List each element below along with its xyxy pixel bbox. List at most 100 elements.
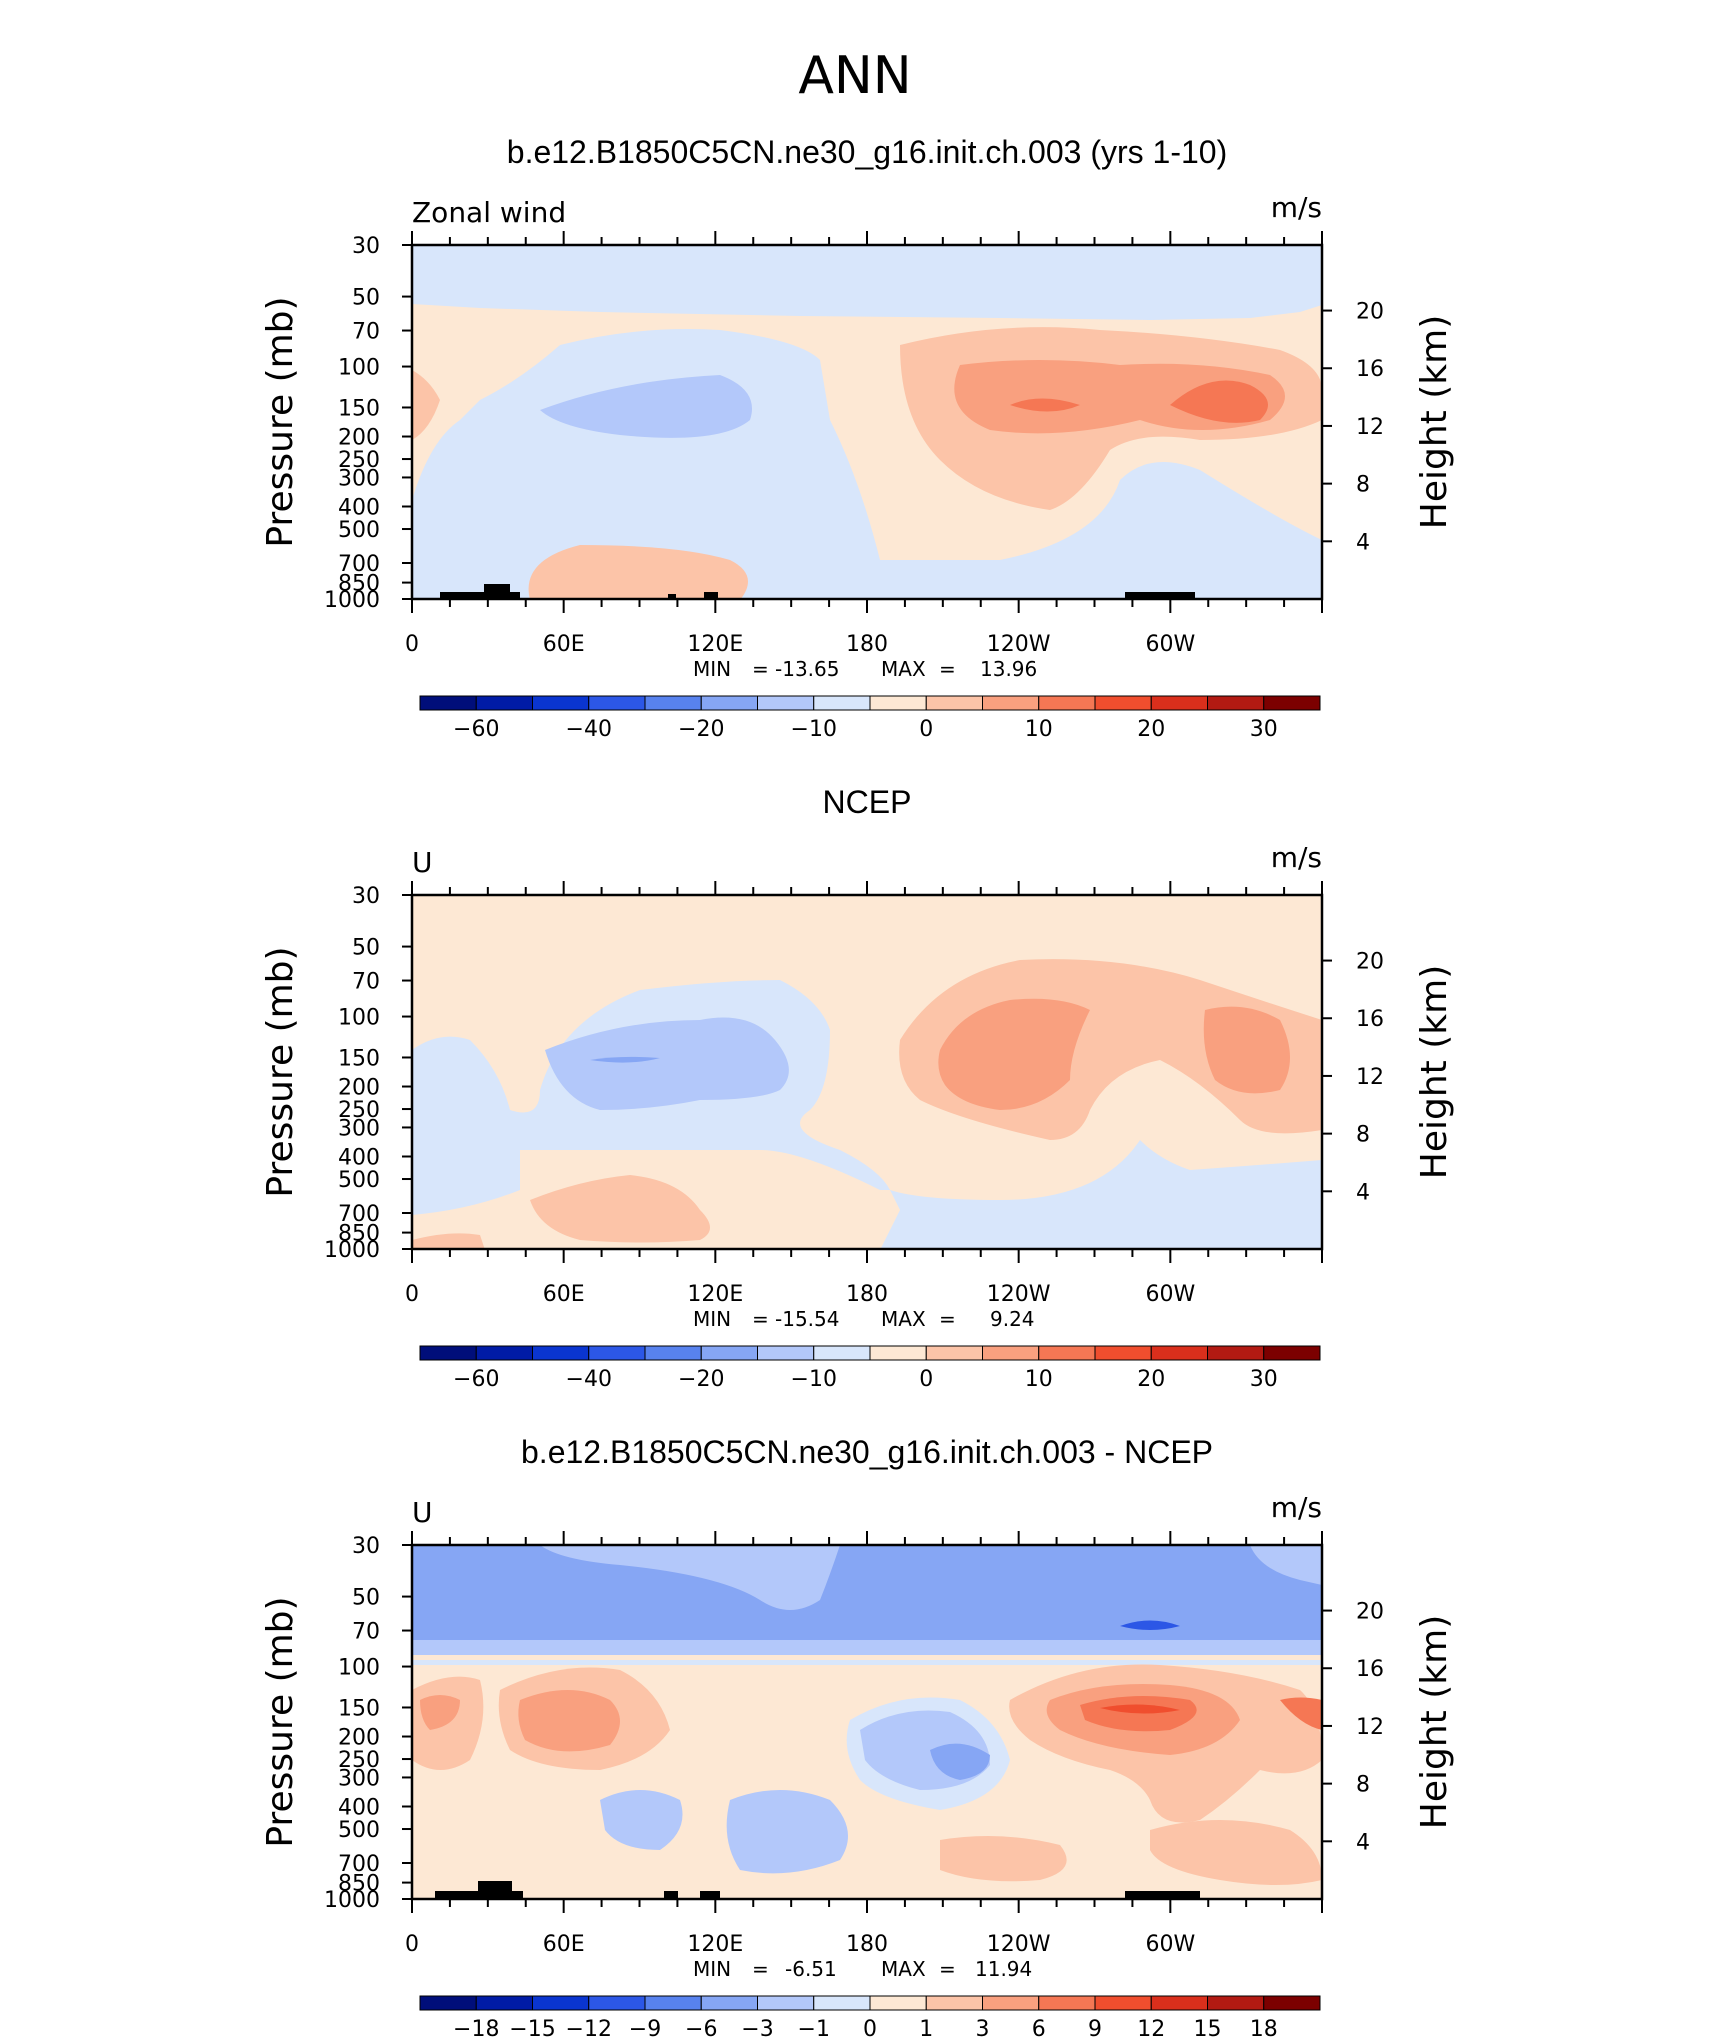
x-tick-label: 60E [543, 1282, 585, 1307]
contour-neg-peak [1120, 1620, 1180, 1630]
colorbar-swatch [1263, 695, 1321, 711]
contour-neg-peak [590, 1056, 660, 1063]
y-tick-label: 300 [338, 1766, 380, 1791]
topography [700, 1891, 720, 1899]
colorbar-label: −1 [798, 2017, 830, 2038]
colorbar-label: −40 [566, 1367, 612, 1392]
max-value: 13.96 [980, 657, 1037, 681]
height-axis: 4 8 12 16 20 [1322, 300, 1384, 555]
contour-pos-right [1280, 1697, 1322, 1730]
y-tick-label: 1000 [324, 1888, 380, 1913]
topography [1125, 1891, 1200, 1899]
y-tick-label: 200 [338, 426, 380, 451]
figure-title: ANN [798, 46, 911, 106]
y2-axis-label: Height (km) [1414, 965, 1455, 1179]
colorbar-label: 20 [1137, 717, 1165, 742]
colorbar-swatch [1150, 1345, 1208, 1361]
x-tick-label: 120E [687, 1282, 743, 1307]
max-label: MAX [881, 1957, 926, 1981]
y-tick-label: 30 [352, 1534, 380, 1559]
colorbar-swatch [813, 1995, 871, 2011]
colorbar-swatch [813, 695, 871, 711]
x-tick-label: 60W [1145, 1282, 1195, 1307]
colorbar-label: 3 [976, 2017, 990, 2038]
min-equals: = [752, 657, 769, 681]
x-tick-label: 0 [405, 1282, 419, 1307]
contour-neg-b [600, 1790, 683, 1850]
y-tick-label: 150 [338, 1696, 380, 1721]
variable-label: U [412, 1496, 433, 1529]
topography [440, 592, 520, 599]
colorbar-label: 0 [919, 1367, 933, 1392]
colorbar-label: −40 [566, 717, 612, 742]
units-label: m/s [1271, 1491, 1322, 1524]
y2-axis-label: Height (km) [1414, 1615, 1455, 1829]
contour-pos-sfc [412, 1233, 485, 1249]
max-value: 9.24 [990, 1307, 1035, 1331]
colorbar-swatch [869, 1345, 927, 1361]
colorbar-swatch [1263, 1345, 1321, 1361]
y2-tick-label: 12 [1356, 1715, 1384, 1740]
y2-tick-label: 16 [1356, 357, 1384, 382]
y2-tick-label: 20 [1356, 950, 1384, 975]
colorbar-swatch [644, 695, 702, 711]
colorbar-swatch [700, 1995, 758, 2011]
colorbar-swatch [925, 695, 983, 711]
colorbar-swatch [813, 1345, 871, 1361]
contour-neg-mid-peak [930, 1743, 990, 1780]
x-tick-label: 0 [405, 1932, 419, 1957]
topography [478, 1881, 512, 1899]
y-tick-label: 700 [338, 1852, 380, 1877]
colorbar-swatch [1038, 1995, 1096, 2011]
max-equals: = [939, 657, 956, 681]
colorbar-label: 30 [1250, 1367, 1278, 1392]
colorbar-swatch [419, 695, 477, 711]
panel-title: b.e12.B1850C5CN.ne30_g16.init.ch.003 (yr… [507, 134, 1227, 170]
colorbar-swatch [1038, 1345, 1096, 1361]
colorbar-swatch [869, 695, 927, 711]
y-tick-label: 250 [338, 448, 380, 473]
x-tick-label: 180 [846, 1282, 888, 1307]
colorbar-label: −10 [791, 717, 837, 742]
x-tick-label: 120W [987, 1932, 1051, 1957]
y-tick-label: 150 [338, 1046, 380, 1071]
y-tick-label: 500 [338, 1168, 380, 1193]
contour-field [412, 245, 1322, 599]
min-equals: = [752, 1307, 769, 1331]
contour-pos-core-b [1203, 1006, 1290, 1094]
colorbar-label: 6 [1032, 2017, 1046, 2038]
colorbar-swatch [644, 1995, 702, 2011]
colorbar-swatch [1094, 1345, 1152, 1361]
topography [668, 594, 676, 599]
colorbar-swatch [982, 1995, 1040, 2011]
y-tick-label: 50 [352, 1586, 380, 1611]
contour-neg-core [540, 375, 752, 438]
colorbar-label: −6 [685, 2017, 717, 2038]
colorbar-swatch [1038, 695, 1096, 711]
y-tick-label: 100 [338, 356, 380, 381]
colorbar-label: −12 [566, 2017, 612, 2038]
y2-tick-label: 4 [1356, 1180, 1370, 1205]
min-label: MIN [693, 1307, 731, 1331]
y-tick-label: 400 [338, 1145, 380, 1170]
colorbar-swatch [588, 1345, 646, 1361]
height-axis: 4 8 12 16 20 [1322, 950, 1384, 1205]
colorbar-swatch [588, 1995, 646, 2011]
colorbar-swatch [475, 695, 533, 711]
colorbar-swatch [982, 1345, 1040, 1361]
contour-field [412, 895, 1322, 1249]
contour-field [412, 1545, 1322, 1899]
colorbar-label: 18 [1250, 2017, 1278, 2038]
colorbar-swatch [1207, 695, 1265, 711]
units-label: m/s [1271, 841, 1322, 874]
x-tick-label: 120W [987, 1282, 1051, 1307]
colorbar-swatch [475, 1995, 533, 2011]
x-tick-label: 60E [543, 1932, 585, 1957]
y-tick-label: 400 [338, 1795, 380, 1820]
panel-difference: b.e12.B1850C5CN.ne30_g16.init.ch.003 - N… [260, 1434, 1455, 2038]
panel-ncep: NCEP U m/s 30507010015020025030040050070… [260, 784, 1455, 1392]
colorbar-label: −60 [453, 717, 499, 742]
panel-model: b.e12.B1850C5CN.ne30_g16.init.ch.003 (yr… [260, 134, 1455, 742]
y-tick-label: 250 [338, 1748, 380, 1773]
